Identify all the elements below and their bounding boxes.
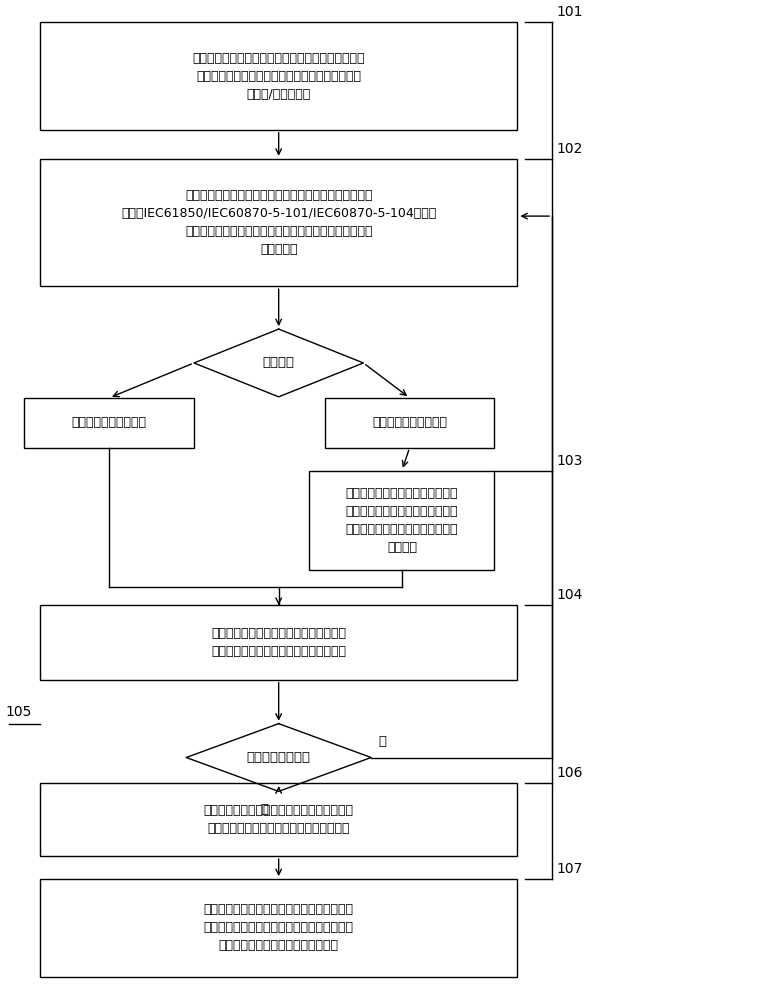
- Bar: [25, 398, 194, 448]
- Text: 是: 是: [261, 803, 269, 816]
- Text: 103: 103: [556, 454, 582, 468]
- Text: 根据所述测试对输入流量业务标签标识，
通过输出流量成形处理对业务流量整形，: 根据所述测试对输入流量业务标签标识， 通过输出流量成形处理对业务流量整形，: [211, 627, 346, 658]
- Text: 汇聚层接入通信网测试: 汇聚层接入通信网测试: [372, 416, 447, 429]
- Text: 接入层次: 接入层次: [263, 356, 295, 369]
- Text: 106: 106: [556, 766, 582, 780]
- Text: 104: 104: [556, 588, 582, 602]
- Text: 否: 否: [379, 735, 386, 748]
- Text: 根据接入网划分虚拟局域网、多协
议标签交换路由等处理，按照处理
规则将原业务数据转化为目标测试
业务数据: 根据接入网划分虚拟局域网、多协 议标签交换路由等处理，按照处理 规则将原业务数据…: [346, 487, 458, 554]
- Text: 107: 107: [556, 862, 582, 876]
- Text: 是否符合接纳控制: 是否符合接纳控制: [247, 751, 311, 764]
- Bar: [40, 783, 517, 856]
- Bar: [40, 22, 517, 130]
- Text: 101: 101: [556, 5, 582, 19]
- Text: 105: 105: [5, 705, 32, 719]
- Bar: [325, 398, 494, 448]
- Bar: [309, 471, 494, 570]
- Text: 102: 102: [556, 142, 582, 156]
- Text: 接入层接入通信网测试: 接入层接入通信网测试: [72, 416, 147, 429]
- Text: 业务终结仿真器提取端点仿真业务与实际业务
流信息，根据测试业务流标签区分，终结仿真
业务，分析业务数据，得到测试结果: 业务终结仿真器提取端点仿真业务与实际业务 流信息，根据测试业务流标签区分，终结仿…: [203, 903, 354, 952]
- Text: 按照测试业务通信建立原则，通过模拟网络仿
真器或者实际通信网进行端到端数据流传输: 按照测试业务通信建立原则，通过模拟网络仿 真器或者实际通信网进行端到端数据流传输: [203, 804, 354, 835]
- Bar: [40, 605, 517, 680]
- Bar: [40, 159, 517, 286]
- Text: 根据网络承载的不同业务测试，通过业务控制器配置
业务源与业务终结分析器参数，包括测试时长、端
口、源/目的地址等: 根据网络承载的不同业务测试，通过业务控制器配置 业务源与业务终结分析器参数，包括…: [192, 52, 365, 101]
- Bar: [40, 879, 517, 977]
- Text: 根据业务测试需求，确定业务查找二维表，根据业务遵循
规约（IEC61850/IEC60870-5-101/IEC60870-5-104）及业
务发生规律，生成业: 根据业务测试需求，确定业务查找二维表，根据业务遵循 规约（IEC61850/IE…: [121, 189, 436, 256]
